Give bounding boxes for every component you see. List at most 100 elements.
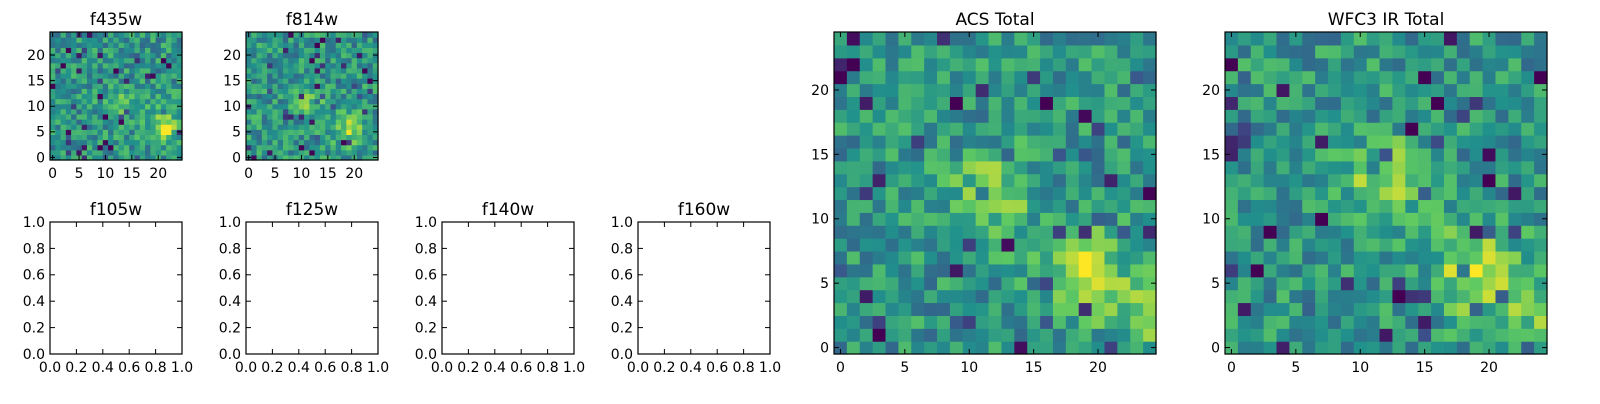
heatmap-cell — [1340, 70, 1355, 85]
heatmap-cell — [1130, 315, 1144, 329]
heatmap-cell — [139, 98, 146, 105]
heatmap-cell — [1431, 250, 1445, 265]
heatmap-cell — [885, 186, 899, 201]
heatmap-cell — [1469, 147, 1484, 162]
heatmap-cell — [341, 93, 347, 100]
heatmap-cell — [134, 52, 141, 59]
heatmap-cell — [859, 173, 874, 188]
heatmap-cell — [1328, 147, 1342, 162]
heatmap-cell — [1130, 57, 1144, 72]
heatmap-cell — [1534, 225, 1548, 239]
heatmap-cell — [1366, 289, 1381, 304]
heatmap-cell — [872, 160, 887, 175]
heatmap-cell — [1508, 70, 1522, 85]
heatmap-cell — [282, 144, 289, 151]
heatmap-cell — [123, 113, 130, 120]
heatmap-cell — [86, 119, 93, 125]
heatmap-cells — [50, 32, 183, 161]
heatmap-cell — [92, 154, 99, 161]
heatmap-cell — [60, 72, 67, 79]
heatmap-cell — [92, 88, 99, 95]
heatmap-cell — [1431, 96, 1445, 110]
heatmap-cell — [81, 134, 88, 141]
heatmap-cell — [304, 113, 310, 120]
heatmap-cell — [309, 98, 316, 105]
heatmap-cell — [1027, 289, 1041, 304]
heatmap-cell — [166, 124, 173, 130]
heatmap-cell — [1302, 238, 1316, 252]
heatmap-cell — [937, 160, 951, 175]
heatmap-cell — [335, 57, 342, 64]
x-tick-label: 0 — [48, 166, 57, 182]
heatmap-cell — [1225, 147, 1239, 162]
heatmap-cell — [330, 154, 337, 161]
heatmap-cell — [1495, 199, 1509, 213]
heatmap-cell — [949, 57, 964, 72]
heatmap-cell — [367, 88, 374, 95]
heatmap-cell — [1469, 122, 1484, 136]
heatmap-cell — [1431, 212, 1445, 226]
heatmap-cell — [1443, 135, 1458, 149]
heatmap-cell — [1027, 212, 1041, 226]
heatmap-cell — [1443, 96, 1458, 110]
heatmap-cell — [1392, 302, 1406, 316]
heatmap-cell — [288, 139, 295, 146]
heatmap-cell — [282, 119, 289, 125]
heatmap-cell — [1117, 250, 1131, 265]
heatmap-cell — [1456, 109, 1471, 123]
heatmap-cell — [351, 37, 358, 43]
heatmap-cell — [55, 52, 62, 59]
heatmap-cell — [123, 37, 130, 43]
heatmap-cell — [1237, 341, 1252, 355]
heatmap-cell — [81, 154, 88, 161]
heatmap-cell — [1130, 263, 1144, 278]
heatmap-cell — [1469, 160, 1484, 175]
heatmap-cell — [937, 238, 951, 252]
heatmap-cell — [102, 98, 109, 105]
heatmap-cell — [277, 149, 284, 156]
heatmap-cell — [1534, 147, 1548, 162]
heatmap-cell — [885, 109, 899, 123]
heatmap-cell — [139, 93, 146, 100]
heatmap-cell — [139, 72, 146, 79]
heatmap-cell — [251, 32, 258, 38]
heatmap-cell — [872, 122, 887, 136]
heatmap-cell — [314, 72, 321, 79]
heatmap-cell — [1276, 44, 1290, 59]
heatmap-cell — [123, 149, 130, 156]
heatmap-cell — [1001, 225, 1015, 239]
heatmap-cell — [251, 67, 258, 74]
heatmap-cell — [372, 98, 379, 105]
heatmap-cell — [1117, 32, 1131, 46]
heatmap-cell — [288, 72, 295, 79]
heatmap-cell — [937, 44, 951, 59]
heatmap-cell — [123, 144, 130, 151]
heatmap-cell — [139, 129, 146, 135]
heatmap-cell — [267, 62, 273, 69]
heatmap-cell — [118, 42, 125, 48]
heatmap-cell — [1315, 32, 1329, 46]
heatmap-cell — [351, 149, 358, 156]
heatmap-cell — [1014, 199, 1028, 213]
heatmap-cell — [65, 98, 72, 105]
heatmap-cell — [1143, 276, 1157, 291]
heatmap-cell — [834, 315, 848, 329]
heatmap-cell — [304, 37, 310, 43]
heatmap-cell — [1014, 341, 1028, 355]
heatmap-cell — [1250, 160, 1265, 175]
heatmap-cell — [1482, 147, 1497, 162]
heatmap-cell — [859, 70, 874, 85]
heatmap-cell — [319, 83, 326, 89]
heatmap-cell — [1405, 250, 1419, 265]
heatmap-cell — [1143, 328, 1157, 342]
heatmap-cell — [1534, 212, 1548, 226]
heatmap-cell — [1237, 276, 1252, 291]
heatmap-cell — [150, 47, 157, 54]
heatmap-cell — [1014, 173, 1028, 188]
heatmap-cell — [108, 88, 114, 95]
x-tick-label: 0.8 — [732, 360, 754, 376]
heatmap-cell — [1263, 135, 1278, 149]
heatmap-cell — [134, 113, 141, 120]
heatmap-cell — [367, 144, 374, 151]
heatmap-cell — [937, 32, 951, 46]
